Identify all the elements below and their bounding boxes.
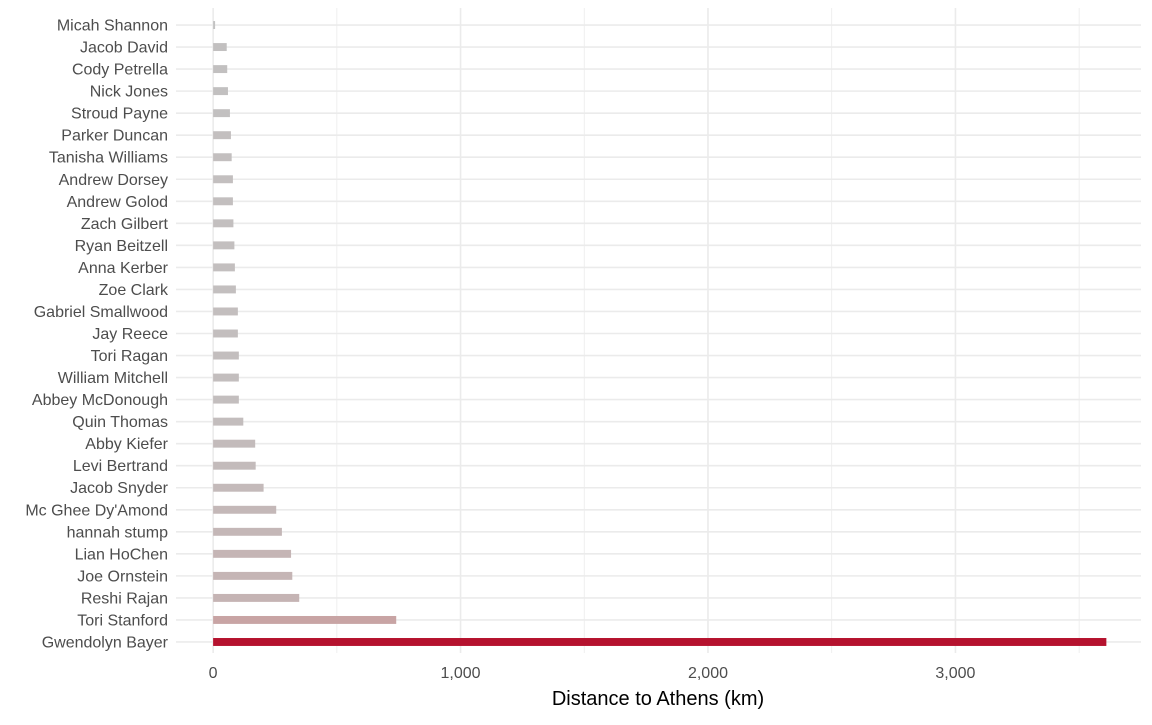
bar-micah-shannon	[213, 21, 216, 29]
bar-andrew-golod	[213, 197, 233, 206]
bar-stroud-payne	[213, 109, 230, 118]
category-label: Lian HoChen	[75, 546, 168, 563]
bar-tori-stanford	[213, 615, 397, 624]
bar-zach-gilbert	[213, 219, 234, 228]
bar-parker-duncan	[213, 131, 231, 140]
bar-jacob-snyder	[213, 483, 264, 492]
bar-ryan-beitzell	[213, 241, 235, 250]
category-label: Zach Gilbert	[81, 216, 169, 233]
category-label: Zoe Clark	[99, 282, 169, 299]
category-label: Micah Shannon	[57, 18, 168, 35]
category-label: Jacob David	[80, 40, 168, 57]
category-label: Joe Ornstein	[77, 568, 168, 585]
grid-lines	[176, 8, 1141, 653]
x-tick-label: 0	[209, 665, 218, 682]
bar-nick-jones	[213, 87, 228, 96]
x-tick-label: 1,000	[441, 665, 481, 682]
bar-joe-ornstein	[213, 571, 293, 580]
category-label: Cody Petrella	[72, 62, 168, 79]
bar-levi-bertrand	[213, 461, 256, 470]
bar-abby-kiefer	[213, 439, 256, 448]
x-tick-label: 2,000	[688, 665, 728, 682]
category-label: Tori Ragan	[91, 348, 168, 365]
category-label: Jay Reece	[92, 326, 168, 343]
category-label: Tori Stanford	[77, 612, 168, 629]
bar-abbey-mcdonough	[213, 395, 239, 404]
category-label: Levi Bertrand	[73, 458, 168, 475]
category-label: Stroud Payne	[71, 106, 168, 123]
category-label: Abby Kiefer	[85, 436, 168, 453]
bar-jacob-david	[213, 43, 227, 52]
category-label: Nick Jones	[90, 84, 168, 101]
x-tick-label: 3,000	[935, 665, 975, 682]
bar-hannah-stump	[213, 527, 282, 536]
bar-reshi-rajan	[213, 593, 300, 602]
bar-zoe-clark	[213, 285, 236, 294]
x-tick-labels: 0 1,000 2,000 3,000	[209, 665, 976, 682]
category-label: Anna Kerber	[78, 260, 169, 277]
category-label: Gabriel Smallwood	[34, 304, 168, 321]
category-label: Reshi Rajan	[81, 590, 168, 607]
bar-cody-petrella	[213, 65, 228, 74]
bar-gwendolyn-bayer	[213, 638, 1107, 646]
x-axis-title: Distance to Athens (km)	[552, 688, 764, 710]
category-label: Mc Ghee Dy'Amond	[25, 502, 168, 519]
bar-quin-thomas	[213, 417, 244, 426]
category-label: Parker Duncan	[61, 128, 168, 145]
bar-gabriel-smallwood	[213, 307, 238, 316]
bar-mc-ghee-dy-amond	[213, 505, 277, 514]
category-label: Jacob Snyder	[70, 480, 169, 497]
bar-andrew-dorsey	[213, 175, 233, 184]
category-label: Andrew Golod	[67, 194, 168, 211]
bar-lian-hochen	[213, 549, 292, 558]
category-label: Abbey McDonough	[32, 392, 168, 409]
category-label: Quin Thomas	[72, 414, 168, 431]
category-label: Andrew Dorsey	[59, 172, 168, 189]
bar-anna-kerber	[213, 263, 235, 272]
category-label: Ryan Beitzell	[75, 238, 168, 255]
category-label: Gwendolyn Bayer	[42, 634, 169, 651]
category-label: hannah stump	[67, 524, 169, 541]
bar-tanisha-williams	[213, 153, 232, 162]
bar-william-mitchell	[213, 373, 239, 382]
bars	[213, 21, 1107, 646]
category-labels: Micah Shannon Jacob David Cody Petrella Nic…	[25, 18, 169, 652]
category-label: William Mitchell	[58, 370, 168, 387]
bar-tori-ragan	[213, 351, 239, 360]
category-label: Tanisha Williams	[49, 150, 168, 167]
bar-jay-reece	[213, 329, 238, 338]
